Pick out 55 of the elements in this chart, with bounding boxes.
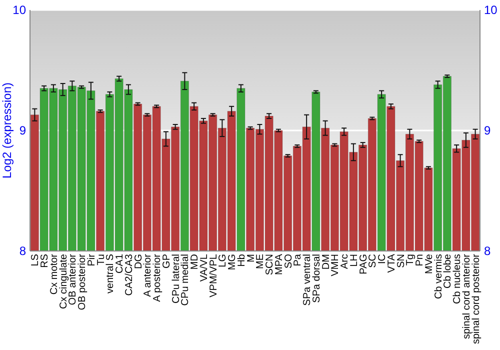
x-tick-label: LH (348, 254, 360, 267)
x-tick-label: CPu lateral (170, 254, 182, 304)
x-tick-label: DG (133, 254, 144, 269)
x-tick-label: VA/VL (198, 254, 210, 282)
x-tick-label: IC (377, 254, 388, 264)
x-tick-label: SCN (264, 254, 276, 276)
x-tick-label: CA2/CA3 (124, 254, 135, 296)
x-tick-label: spinal cord posterior (470, 253, 482, 344)
y-tick-label: 8 (19, 244, 26, 258)
x-tick-label: Cb lobe (442, 254, 454, 288)
y2-tick-label: 9 (484, 124, 491, 138)
y-tick-label: 9 (19, 124, 26, 138)
x-tick-label: Pa (292, 254, 304, 266)
x-tick-label: Tu (96, 254, 107, 266)
x-tick-label: GP (161, 254, 172, 268)
y2-tick-label: 10 (484, 3, 498, 18)
y-tick-label: 10 (12, 3, 26, 18)
x-tick-label: MG (227, 254, 238, 270)
x-tick-label: LG (218, 254, 229, 268)
x-tick-label: SPa ventral (302, 254, 314, 306)
y-axis-title: Log2 (expression) (0, 82, 14, 179)
x-tick-label: DM (320, 254, 332, 270)
x-tick-label: LS (30, 254, 42, 266)
x-tick-label: SN (396, 254, 407, 268)
x-tick-label: Cb vermis (433, 254, 444, 300)
x-tick-label: CPu medial (180, 254, 192, 306)
x-tick-label: ME (255, 254, 266, 269)
x-tick-label: Pir (86, 253, 98, 266)
x-tick-label: Hb (236, 254, 248, 267)
x-tick-label: spinal cord anterior (461, 253, 472, 340)
x-tick-label: MVe (424, 254, 435, 274)
x-tick-label: M (246, 254, 257, 262)
x-tick-label: CA1 (114, 254, 126, 274)
x-tick-label: Cx cingulate (58, 254, 70, 310)
x-tick-label: VTA (386, 254, 398, 273)
x-tick-label: Pn (414, 254, 426, 266)
x-tick-label: Arc (340, 254, 351, 269)
x-tick-label: ventral S (105, 254, 116, 294)
x-tick-label: SO (283, 254, 294, 268)
x-tick-label: Cx motor (48, 253, 60, 295)
x-tick-label: Cb nucleus (452, 254, 464, 304)
x-tick-label: MPA (274, 254, 285, 275)
x-tick-label: MD (190, 254, 201, 270)
x-tick-label: OB posterior (77, 253, 88, 310)
x-tick-label: OB anterior (68, 253, 79, 306)
x-tick-label: PAG (358, 254, 370, 274)
x-tick-label: A anterior (142, 253, 154, 297)
x-tick-label: Tg (405, 254, 416, 266)
x-tick-label: VMH (330, 254, 342, 276)
x-tick-label: SC (368, 254, 379, 268)
x-tick-label: SPa dorsal (311, 254, 322, 303)
x-tick-label: A posterior (152, 253, 164, 302)
x-tick-label: RS (40, 254, 51, 268)
x-tick-label: VPM/VPL (208, 254, 220, 298)
y2-tick-label: 8 (484, 244, 491, 258)
